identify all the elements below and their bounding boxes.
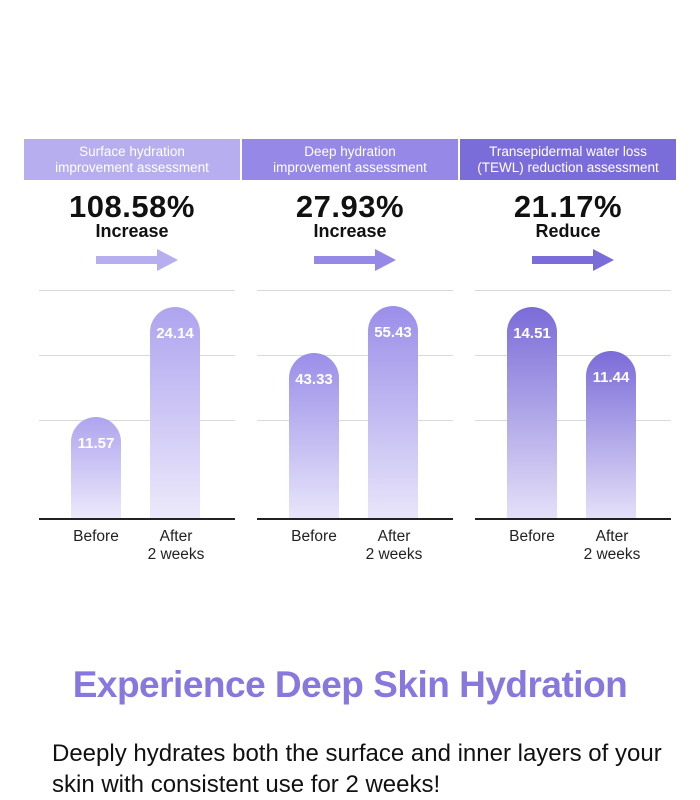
category-label: Before	[509, 528, 555, 545]
category-label: After 2 weeks	[365, 528, 423, 563]
bar-value-label: 11.57	[77, 435, 115, 452]
bar-after: 24.14	[150, 307, 200, 518]
chart-title-line: Deep hydration	[304, 143, 396, 159]
bar-value-label: 14.51	[513, 325, 551, 342]
plot-area: 14.51 11.44	[475, 290, 671, 520]
gridline	[475, 420, 671, 421]
headline: Experience Deep Skin Hydration	[72, 664, 628, 705]
category-label: Before	[73, 528, 119, 545]
x-axis-baseline	[39, 518, 235, 520]
category-label: Before	[291, 528, 337, 545]
bar-value-label: 11.44	[592, 369, 630, 386]
stat-value: 27.93%	[295, 189, 405, 224]
bar-value-label: 55.43	[374, 324, 412, 341]
chart-title: Surface hydration improvement assessment	[24, 139, 240, 180]
gridline	[39, 420, 235, 421]
x-axis-baseline	[475, 518, 671, 520]
chart-title-line: Transepidermal water loss	[489, 143, 647, 159]
gridline	[257, 355, 453, 356]
chart-title-line: (TEWL) reduction assessment	[477, 159, 659, 175]
gridline	[475, 290, 671, 291]
gridline	[257, 290, 453, 291]
chart-title: Transepidermal water loss (TEWL) reductio…	[460, 139, 676, 180]
gridline	[39, 290, 235, 291]
bar-before: 14.51	[507, 307, 557, 518]
chart-title: Deep hydration improvement assessment	[242, 139, 458, 180]
arrow-right-icon	[96, 249, 178, 271]
stat-label: Reduce	[535, 221, 601, 241]
chart-title-line: improvement assessment	[55, 159, 209, 175]
bar-before: 43.33	[289, 353, 339, 518]
plot-area: 11.57 24.14	[39, 290, 235, 520]
gridline	[257, 420, 453, 421]
x-axis-baseline	[257, 518, 453, 520]
category-label: After 2 weeks	[583, 528, 641, 563]
bar-value-label: 24.14	[156, 325, 194, 342]
chart-panel-2: Deep hydration improvement assessment 27.9…	[242, 139, 458, 569]
gridline	[39, 355, 235, 356]
chart-panel-3: Transepidermal water loss (TEWL) reductio…	[460, 139, 676, 569]
bar-after: 11.44	[586, 351, 636, 518]
stat-value: 21.17%	[513, 189, 623, 224]
chart-title-line: Surface hydration	[79, 143, 185, 159]
stat-label: Increase	[95, 221, 169, 241]
gridline	[475, 355, 671, 356]
charts-row: Surface hydration improvement assessment 1…	[24, 139, 676, 569]
stat-label: Increase	[313, 221, 387, 241]
arrow-right-icon	[314, 249, 396, 271]
bar-value-label: 43.33	[295, 371, 333, 388]
chart-title-line: improvement assessment	[273, 159, 427, 175]
plot-area: 43.33 55.43	[257, 290, 453, 520]
bar-after: 55.43	[368, 306, 418, 518]
chart-panel-1: Surface hydration improvement assessment 1…	[24, 139, 240, 569]
arrow-right-icon	[532, 249, 614, 271]
category-label: After 2 weeks	[147, 528, 205, 563]
subtext: Deeply hydrates both the surface and inn…	[52, 740, 662, 798]
bar-before: 11.57	[71, 417, 121, 518]
stat-value: 108.58%	[69, 189, 195, 224]
